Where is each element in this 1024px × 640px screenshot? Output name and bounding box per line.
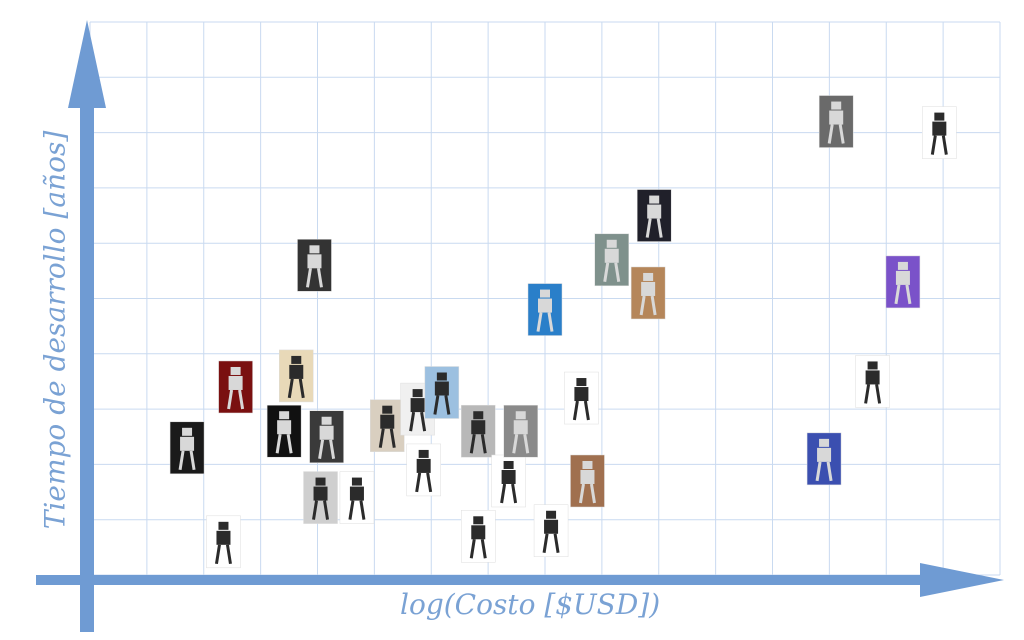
- robot-black-small: [533, 504, 569, 558]
- robot-old-lab: [818, 95, 854, 148]
- robot-dark-2: [461, 404, 496, 458]
- robot-light-gray: [303, 471, 338, 524]
- robot-blue-bg: [527, 283, 563, 336]
- robot-asimo: [922, 106, 957, 159]
- robot-red-frame: [218, 360, 253, 414]
- robot-purple: [885, 255, 921, 309]
- robot-dark-tall: [297, 239, 332, 292]
- robot-beige: [279, 349, 314, 403]
- y-axis-label: Tiempo de desarrollo [años]: [38, 130, 72, 530]
- robot-small-black: [206, 515, 241, 569]
- robot-brown: [570, 454, 605, 508]
- x-axis-label: log(Costo [$USD]): [400, 588, 661, 621]
- robot-white-lines: [266, 404, 302, 458]
- robot-legs-thin: [339, 471, 375, 524]
- robot-tan: [630, 266, 666, 320]
- robot-camera: [491, 454, 526, 508]
- robot-blue-tall: [806, 432, 842, 486]
- robot-orange-ball: [564, 371, 599, 425]
- y-axis-arrow: [68, 20, 106, 632]
- robot-beige-2: [370, 399, 405, 452]
- robot-seated: [855, 355, 890, 408]
- robot-photos: [169, 95, 957, 569]
- robot-green-gray: [594, 233, 629, 287]
- robot-red-arm: [169, 421, 205, 475]
- robot-walker: [406, 443, 441, 497]
- axes: [36, 20, 1004, 632]
- robot-small-white: [461, 510, 496, 563]
- robot-box: [503, 404, 538, 458]
- x-axis-arrow: [36, 563, 1004, 597]
- robot-blue-thin: [424, 366, 460, 419]
- robot-dome: [636, 189, 672, 242]
- robot-gray: [309, 410, 344, 463]
